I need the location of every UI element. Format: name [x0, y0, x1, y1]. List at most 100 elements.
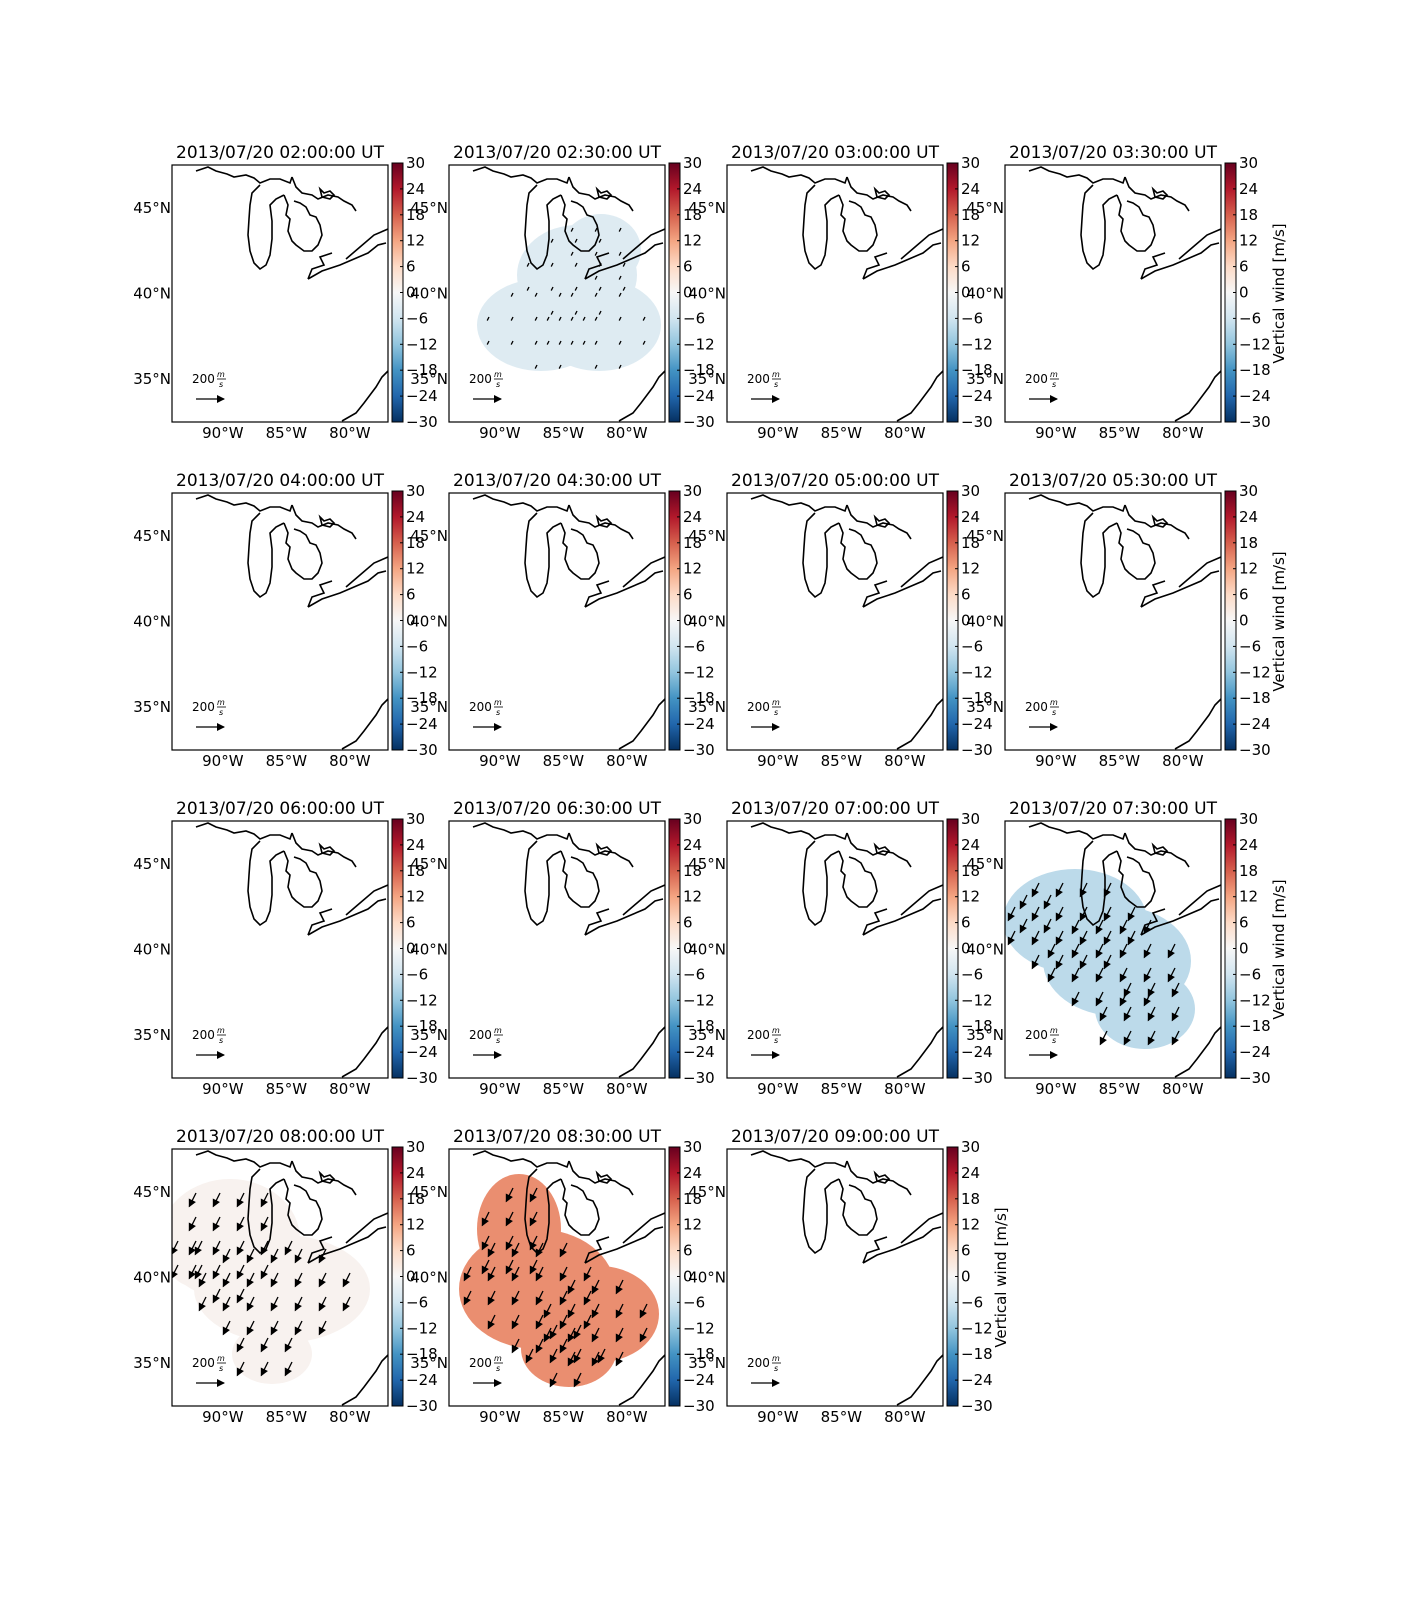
wind-vector	[260, 1192, 269, 1208]
colorbar-tick-label: −12	[683, 991, 715, 1009]
colorbar-tick-label: 0	[1239, 612, 1249, 630]
colorbar-tick-label: 6	[683, 586, 693, 604]
colorbar-tick-label: 24	[961, 836, 980, 854]
coastline-group	[195, 1150, 389, 1406]
colorbar-tick-label: 6	[406, 586, 416, 604]
colorbar-tick-label: 6	[406, 258, 416, 276]
axes-frame	[726, 1148, 944, 1407]
wind-vector	[487, 1314, 496, 1330]
coastline	[341, 698, 389, 750]
x-tick-label: 80°W	[1162, 752, 1204, 770]
map-panel: 2013/07/20 06:00:00 UT	[176, 799, 385, 819]
wind-vector	[573, 1324, 582, 1340]
y-tick-label: 35°N	[133, 1354, 171, 1372]
colorbar-tick-label: −24	[961, 1371, 993, 1389]
y-tick-label: 40°N	[410, 941, 448, 959]
colorbar-tick-label: −6	[1239, 309, 1261, 327]
colorbar-tick-label: 18	[961, 862, 980, 880]
reference-unit-num: m	[1050, 1026, 1058, 1035]
y-tick-label: 45°N	[688, 1183, 726, 1201]
coastline	[283, 194, 323, 252]
reference-arrow: 200 ms	[1025, 370, 1059, 403]
colorbar-tick-label: 0	[961, 1268, 971, 1286]
colorbar-tick-label: −12	[961, 991, 993, 1009]
wind-vector	[1031, 954, 1040, 970]
coastline	[1140, 908, 1166, 936]
colorbar-tick-label: 30	[961, 482, 980, 500]
wind-vector	[535, 1338, 544, 1354]
wind-vector	[594, 340, 598, 345]
coastline	[1116, 522, 1156, 580]
coastline	[622, 884, 666, 916]
reference-unit-den: s	[774, 380, 778, 389]
wind-vector	[642, 340, 646, 345]
wind-vector	[615, 1327, 624, 1343]
coastline	[307, 1236, 333, 1264]
colorbar-tick-label: 12	[683, 560, 702, 578]
colorbar-label: Vertical wind [m/s]	[1270, 551, 1288, 691]
wind-vector	[318, 1272, 327, 1288]
colorbar-tick-label: −24	[683, 1043, 715, 1061]
x-tick-label: 85°W	[1099, 424, 1141, 442]
coastline	[341, 1354, 389, 1406]
x-tick-label: 85°W	[266, 424, 308, 442]
wind-vector	[567, 1351, 576, 1367]
colorbar-tick-label: 18	[1239, 206, 1258, 224]
reference-value: 200	[747, 1028, 770, 1042]
colorbar-tick-label: 6	[406, 1242, 416, 1260]
x-tick-label: 80°W	[884, 424, 926, 442]
reference-unit-den: s	[774, 1036, 778, 1045]
reference-value: 200	[192, 1028, 215, 1042]
field-layer	[477, 214, 661, 371]
y-tick-label: 40°N	[966, 285, 1004, 303]
wind-vector	[505, 1187, 514, 1203]
colorbar-tick-label: −18	[406, 361, 438, 379]
colorbar-tick-label: 24	[1239, 508, 1258, 526]
reference-arrow: 200 ms	[192, 370, 226, 403]
axes-frame	[171, 820, 389, 1079]
colorbar-tick-label: 6	[961, 258, 971, 276]
colorbar-tick-label: 12	[406, 888, 425, 906]
wind-vector	[558, 292, 562, 297]
coastline	[291, 832, 357, 868]
y-tick-label: 45°N	[966, 855, 1004, 873]
wind-vector	[1047, 967, 1056, 983]
reference-unit-den: s	[1052, 708, 1056, 717]
colorbar-tick-label: −6	[406, 309, 428, 327]
colorbar-tick-label: −6	[683, 309, 705, 327]
wind-vector	[549, 1348, 558, 1364]
colorbar-tick-label: 0	[961, 284, 971, 302]
wind-vector	[526, 286, 530, 291]
colorbar-tick-label: −12	[683, 663, 715, 681]
wind-vector	[583, 1290, 592, 1306]
coastline	[838, 522, 878, 580]
wind-vector	[212, 1216, 221, 1232]
panel-title: 2013/07/20 05:30:00 UT	[1009, 471, 1218, 491]
panel-title: 2013/07/20 07:00:00 UT	[731, 799, 940, 819]
wind-vector	[1019, 894, 1028, 910]
wind-vector	[574, 238, 578, 243]
wind-vector	[463, 1290, 472, 1306]
coastline	[618, 698, 666, 750]
coastline	[318, 514, 336, 528]
x-tick-label: 80°W	[884, 1080, 926, 1098]
wind-vector	[1147, 1030, 1156, 1046]
wind-vector	[535, 1266, 544, 1282]
wind-vector	[1071, 919, 1080, 935]
coastline	[846, 504, 912, 540]
wind-vector	[594, 251, 598, 256]
x-tick-label: 80°W	[606, 752, 648, 770]
colorbar-label: Vertical wind [m/s]	[992, 1207, 1010, 1347]
wind-vector	[1143, 967, 1152, 983]
wind-vector	[1123, 982, 1132, 998]
wind-vector	[342, 1296, 351, 1312]
wind-vector	[260, 1216, 269, 1232]
coastline	[838, 1178, 878, 1236]
y-tick-label: 40°N	[410, 1269, 448, 1287]
panel-title: 2013/07/20 05:00:00 UT	[731, 471, 940, 491]
wind-vector	[212, 1240, 221, 1256]
axes-frame	[1004, 820, 1222, 1079]
colorbar-tick-label: −12	[961, 335, 993, 353]
coastline	[584, 252, 610, 280]
wind-vector	[236, 1337, 245, 1353]
